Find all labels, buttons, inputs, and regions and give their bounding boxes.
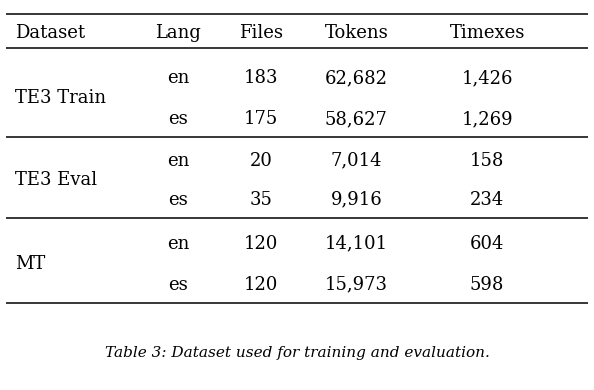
Text: MT: MT <box>15 255 45 273</box>
Text: Table 3: Dataset used for training and evaluation.: Table 3: Dataset used for training and e… <box>105 346 489 360</box>
Text: es: es <box>168 191 188 209</box>
Text: 183: 183 <box>244 69 279 87</box>
Text: 62,682: 62,682 <box>325 69 388 87</box>
Text: 9,916: 9,916 <box>330 191 383 209</box>
Text: Tokens: Tokens <box>324 24 388 42</box>
Text: 14,101: 14,101 <box>325 235 388 253</box>
Text: 234: 234 <box>470 191 504 209</box>
Text: TE3 Train: TE3 Train <box>15 89 106 108</box>
Text: en: en <box>167 152 189 170</box>
Text: 158: 158 <box>470 152 504 170</box>
Text: TE3 Eval: TE3 Eval <box>15 171 97 189</box>
Text: Timexes: Timexes <box>450 24 525 42</box>
Text: 35: 35 <box>250 191 273 209</box>
Text: en: en <box>167 235 189 253</box>
Text: 120: 120 <box>244 235 279 253</box>
Text: 175: 175 <box>244 110 279 128</box>
Text: 1,426: 1,426 <box>462 69 513 87</box>
Text: 58,627: 58,627 <box>325 110 388 128</box>
Text: 7,014: 7,014 <box>331 152 382 170</box>
Text: Lang: Lang <box>155 24 201 42</box>
Text: 604: 604 <box>470 235 504 253</box>
Text: Files: Files <box>239 24 283 42</box>
Text: en: en <box>167 69 189 87</box>
Text: es: es <box>168 110 188 128</box>
Text: 120: 120 <box>244 276 279 294</box>
Text: Dataset: Dataset <box>15 24 85 42</box>
Text: es: es <box>168 276 188 294</box>
Text: 1,269: 1,269 <box>462 110 513 128</box>
Text: 15,973: 15,973 <box>325 276 388 294</box>
Text: 20: 20 <box>250 152 273 170</box>
Text: 598: 598 <box>470 276 504 294</box>
